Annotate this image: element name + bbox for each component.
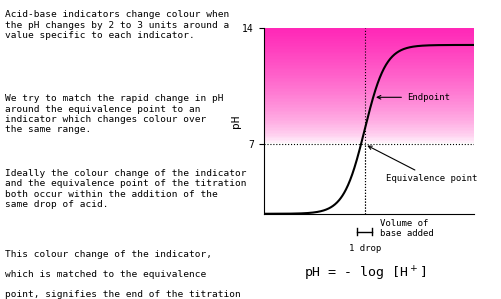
Bar bbox=[263, 43, 473, 44]
Bar bbox=[263, 95, 473, 97]
Bar bbox=[263, 60, 473, 62]
Bar bbox=[263, 66, 473, 68]
Bar bbox=[263, 130, 473, 131]
Bar bbox=[263, 86, 473, 88]
Bar bbox=[263, 134, 473, 135]
Bar bbox=[263, 44, 473, 46]
Bar bbox=[263, 51, 473, 53]
Bar bbox=[263, 54, 473, 56]
Bar bbox=[263, 30, 473, 31]
Bar bbox=[263, 108, 473, 109]
Bar bbox=[263, 88, 473, 89]
Bar bbox=[263, 37, 473, 39]
Bar bbox=[263, 135, 473, 137]
Bar bbox=[263, 126, 473, 127]
Bar bbox=[263, 62, 473, 63]
Text: point, signifies the end of the titration: point, signifies the end of the titratio… bbox=[5, 290, 240, 299]
Bar bbox=[263, 137, 473, 138]
Bar bbox=[263, 121, 473, 123]
Bar bbox=[263, 36, 473, 37]
Bar bbox=[263, 80, 473, 82]
Bar bbox=[263, 42, 473, 43]
Text: 1 drop: 1 drop bbox=[348, 244, 380, 253]
Bar bbox=[263, 104, 473, 105]
Bar bbox=[263, 68, 473, 69]
Bar bbox=[263, 101, 473, 102]
Bar bbox=[263, 76, 473, 78]
Bar bbox=[263, 75, 473, 76]
Bar bbox=[263, 57, 473, 59]
Bar bbox=[263, 107, 473, 108]
Bar bbox=[263, 97, 473, 98]
Bar bbox=[263, 120, 473, 121]
Text: Ideally the colour change of the indicator
and the equivalence point of the titr: Ideally the colour change of the indicat… bbox=[5, 169, 246, 209]
Bar bbox=[263, 47, 473, 49]
Bar bbox=[263, 112, 473, 114]
Text: Acid-base indicators change colour when
the pH changes by 2 to 3 units around a
: Acid-base indicators change colour when … bbox=[5, 10, 229, 40]
Bar bbox=[263, 102, 473, 104]
Bar bbox=[263, 34, 473, 36]
Bar bbox=[263, 78, 473, 79]
Bar bbox=[263, 128, 473, 130]
Text: pH = - log [H$^+$]: pH = - log [H$^+$] bbox=[303, 264, 426, 283]
Bar bbox=[263, 28, 473, 30]
Bar bbox=[263, 82, 473, 83]
Bar bbox=[263, 109, 473, 111]
Bar bbox=[263, 85, 473, 86]
Bar bbox=[263, 39, 473, 40]
Bar bbox=[263, 53, 473, 54]
Bar bbox=[263, 49, 473, 50]
Bar bbox=[263, 89, 473, 91]
Bar bbox=[263, 59, 473, 60]
Y-axis label: pH: pH bbox=[230, 114, 240, 128]
Bar bbox=[263, 63, 473, 65]
Bar bbox=[263, 127, 473, 128]
Bar bbox=[263, 99, 473, 101]
Bar bbox=[263, 70, 473, 72]
Bar bbox=[263, 140, 473, 141]
Bar bbox=[263, 69, 473, 70]
Bar bbox=[263, 115, 473, 117]
Bar bbox=[263, 105, 473, 107]
Text: Endpoint: Endpoint bbox=[376, 93, 449, 102]
Bar bbox=[263, 143, 473, 144]
Bar bbox=[263, 65, 473, 66]
Bar bbox=[263, 118, 473, 120]
Bar bbox=[263, 133, 473, 134]
Bar bbox=[263, 79, 473, 80]
Bar bbox=[263, 33, 473, 34]
Bar bbox=[263, 83, 473, 85]
Bar bbox=[263, 117, 473, 118]
Bar bbox=[263, 72, 473, 73]
Bar bbox=[263, 46, 473, 47]
Bar bbox=[263, 123, 473, 124]
Text: which is matched to the equivalence: which is matched to the equivalence bbox=[5, 270, 206, 279]
Bar bbox=[263, 94, 473, 95]
Bar bbox=[263, 73, 473, 75]
Bar bbox=[263, 124, 473, 126]
Text: Equivalence point: Equivalence point bbox=[368, 146, 476, 183]
Bar bbox=[263, 141, 473, 143]
Text: Volume of
base added: Volume of base added bbox=[379, 219, 433, 238]
Bar bbox=[263, 114, 473, 115]
Bar bbox=[263, 56, 473, 57]
Bar bbox=[263, 131, 473, 133]
Bar bbox=[263, 111, 473, 112]
Bar bbox=[263, 98, 473, 99]
Bar bbox=[263, 138, 473, 140]
Bar bbox=[263, 40, 473, 42]
Text: This colour change of the indicator,: This colour change of the indicator, bbox=[5, 250, 212, 259]
Text: We try to match the rapid change in pH
around the equivalence point to an
indica: We try to match the rapid change in pH a… bbox=[5, 94, 223, 134]
Bar bbox=[263, 31, 473, 33]
Bar bbox=[263, 50, 473, 51]
Bar bbox=[263, 91, 473, 92]
Bar bbox=[263, 92, 473, 94]
